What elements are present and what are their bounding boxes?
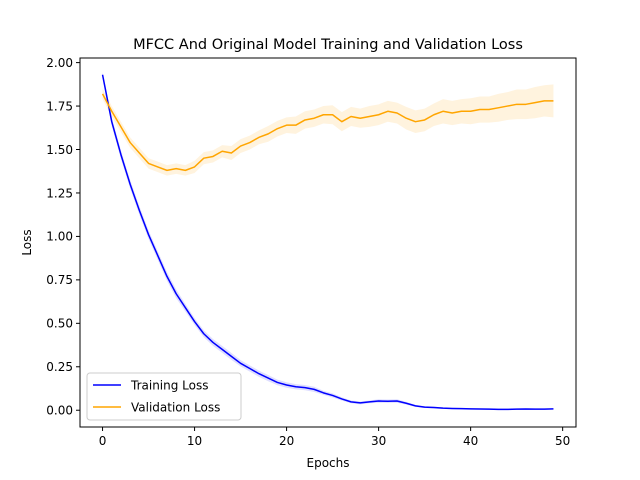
x-axis-ticks: 0 10 20 30 40 50 xyxy=(99,427,570,448)
series-lines xyxy=(101,74,554,411)
x-tick-label: 10 xyxy=(187,434,202,448)
x-tick-label: 30 xyxy=(371,434,386,448)
y-tick-label: 1.75 xyxy=(46,99,73,113)
chart-title: MFCC And Original Model Training and Val… xyxy=(133,37,523,53)
legend-label-1: Validation Loss xyxy=(131,400,220,414)
y-tick-label: 2.00 xyxy=(46,56,73,70)
x-axis-title: Epochs xyxy=(307,456,350,470)
x-tick-label: 40 xyxy=(463,434,478,448)
legend: Training Loss Validation Loss xyxy=(86,372,242,421)
series-band-1 xyxy=(102,84,554,176)
y-tick-label: 0.25 xyxy=(46,360,73,374)
y-tick-label: 1.00 xyxy=(46,230,73,244)
series-line-1 xyxy=(101,93,554,172)
y-tick-label: 0.75 xyxy=(46,273,73,287)
y-tick-label: 0.00 xyxy=(46,404,73,418)
y-tick-label: 0.50 xyxy=(46,317,73,331)
legend-label-0: Training Loss xyxy=(130,378,208,392)
legend-box xyxy=(86,372,242,421)
y-tick-label: 1.50 xyxy=(46,143,73,157)
x-tick-label: 20 xyxy=(279,434,294,448)
series-line-0 xyxy=(101,74,554,411)
y-axis-title: Loss xyxy=(20,229,34,255)
plot-frame xyxy=(79,57,577,428)
confidence-bands xyxy=(102,72,554,410)
y-axis-ticks: 0.00 0.25 0.50 0.75 1.00 1.25 1.50 1.75 2.00 xyxy=(46,56,80,418)
x-tick-label: 50 xyxy=(555,434,570,448)
x-tick-label: 0 xyxy=(99,434,107,448)
y-tick-label: 1.25 xyxy=(46,186,73,200)
